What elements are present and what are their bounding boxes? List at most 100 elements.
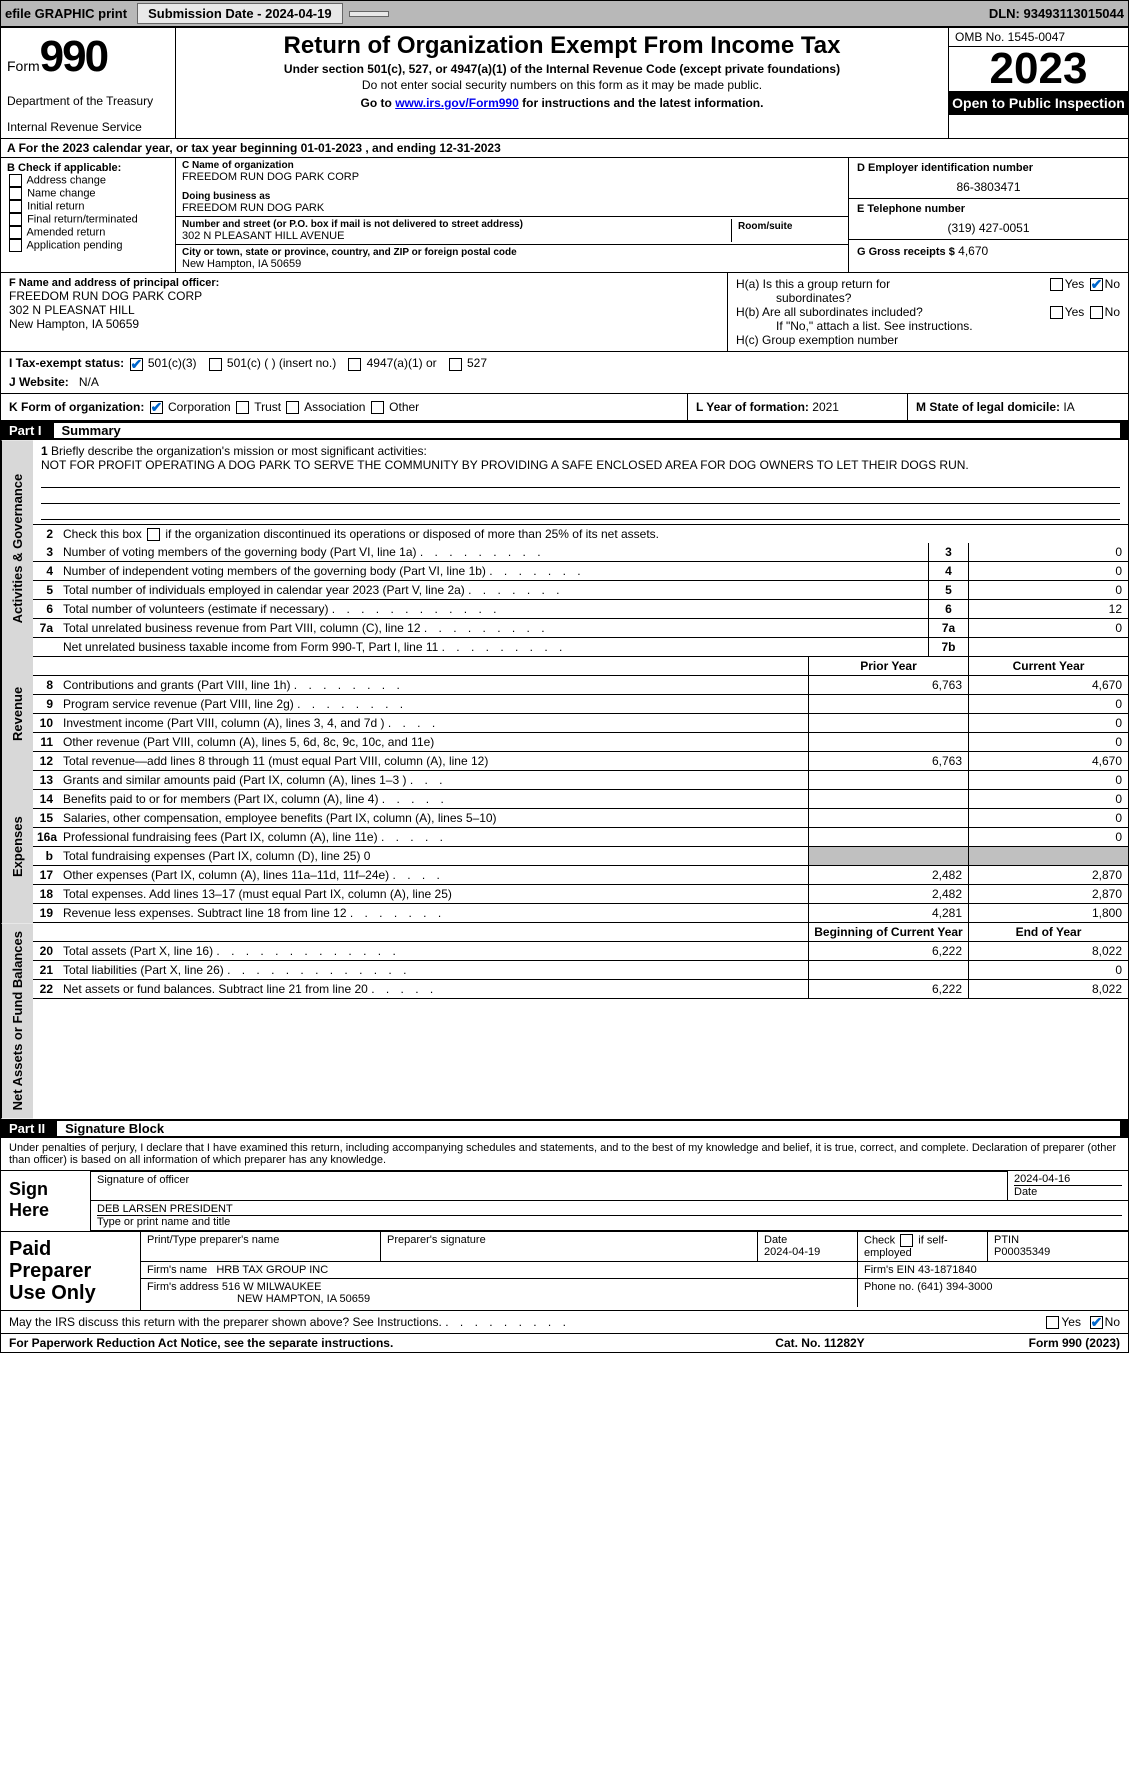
form-title: Return of Organization Exempt From Incom… bbox=[184, 32, 940, 60]
trust-checkbox[interactable] bbox=[236, 401, 249, 414]
year-formation: 2021 bbox=[812, 400, 839, 414]
line19-current: 1,800 bbox=[968, 904, 1128, 922]
entity-info-block: B Check if applicable: Address change Na… bbox=[1, 158, 1128, 273]
catalog-number: Cat. No. 11282Y bbox=[720, 1336, 920, 1350]
end-year-header: End of Year bbox=[968, 923, 1128, 941]
501c3-checkbox[interactable] bbox=[130, 358, 143, 371]
prior-year-header: Prior Year bbox=[808, 657, 968, 675]
submission-date-button[interactable]: Submission Date - 2024-04-19 bbox=[137, 3, 343, 24]
hb-yes-checkbox[interactable] bbox=[1050, 306, 1063, 319]
line22-begin: 6,222 bbox=[808, 980, 968, 998]
website-value: N/A bbox=[79, 375, 99, 389]
line20-end: 8,022 bbox=[968, 942, 1128, 960]
line8-prior: 6,763 bbox=[808, 676, 968, 694]
expenses-block: Expenses 13 Grants and similar amounts p… bbox=[1, 771, 1128, 923]
state-domicile: IA bbox=[1063, 400, 1074, 414]
open-public-badge: Open to Public Inspection bbox=[949, 91, 1128, 115]
period-row: A For the 2023 calendar year, or tax yea… bbox=[1, 139, 1128, 158]
blank-button[interactable] bbox=[349, 11, 389, 17]
form-number: 990 bbox=[40, 32, 107, 81]
check-applicable-col: B Check if applicable: Address change Na… bbox=[1, 158, 176, 272]
self-employed-checkbox[interactable] bbox=[900, 1234, 913, 1247]
ha-no-checkbox[interactable] bbox=[1090, 278, 1103, 291]
paid-preparer-block: Paid Preparer Use Only Print/Type prepar… bbox=[1, 1232, 1128, 1311]
line8-current: 4,670 bbox=[968, 676, 1128, 694]
line15-current: 0 bbox=[968, 809, 1128, 827]
prep-date: 2024-04-19 bbox=[764, 1246, 851, 1258]
527-checkbox[interactable] bbox=[449, 358, 462, 371]
current-year-header: Current Year bbox=[968, 657, 1128, 675]
initial-return-checkbox[interactable] bbox=[9, 200, 22, 213]
line14-prior bbox=[808, 790, 968, 808]
amended-return-checkbox[interactable] bbox=[9, 226, 22, 239]
final-return-checkbox[interactable] bbox=[9, 213, 22, 226]
goto-line: Go to www.irs.gov/Form990 for instructio… bbox=[184, 96, 940, 110]
form-990-container: Form990 Department of the Treasury Inter… bbox=[0, 27, 1129, 1353]
line7b-value bbox=[968, 638, 1128, 656]
discuss-yes-checkbox[interactable] bbox=[1046, 1316, 1059, 1329]
line5-value: 0 bbox=[968, 581, 1128, 599]
efile-label: efile GRAPHIC print bbox=[5, 6, 127, 21]
hb-no-checkbox[interactable] bbox=[1090, 306, 1103, 319]
ein-value: 86-3803471 bbox=[857, 180, 1120, 194]
line21-begin bbox=[808, 961, 968, 979]
line3-value: 0 bbox=[968, 543, 1128, 561]
line4-value: 0 bbox=[968, 562, 1128, 580]
line9-prior bbox=[808, 695, 968, 713]
line13-current: 0 bbox=[968, 771, 1128, 789]
firm-ein: 43-1871840 bbox=[918, 1264, 977, 1276]
corporation-checkbox[interactable] bbox=[150, 401, 163, 414]
line19-prior: 4,281 bbox=[808, 904, 968, 922]
form-subtitle: Under section 501(c), 527, or 4947(a)(1)… bbox=[184, 62, 940, 76]
firm-address-1: 516 W MILWAUKEE bbox=[222, 1281, 322, 1293]
officer-group-row: F Name and address of principal officer:… bbox=[1, 273, 1128, 352]
mission-text: NOT FOR PROFIT OPERATING A DOG PARK TO S… bbox=[41, 458, 969, 472]
line22-end: 8,022 bbox=[968, 980, 1128, 998]
line18-current: 2,870 bbox=[968, 885, 1128, 903]
top-toolbar: efile GRAPHIC print Submission Date - 20… bbox=[0, 0, 1129, 27]
officer-line3: New Hampton, IA 50659 bbox=[9, 317, 719, 331]
officer-line1: FREEDOM RUN DOG PARK CORP bbox=[9, 289, 719, 303]
form-word: Form bbox=[7, 58, 40, 74]
4947-checkbox[interactable] bbox=[348, 358, 361, 371]
line9-current: 0 bbox=[968, 695, 1128, 713]
association-checkbox[interactable] bbox=[286, 401, 299, 414]
501c-checkbox[interactable] bbox=[209, 358, 222, 371]
side-expenses: Expenses bbox=[1, 771, 33, 923]
revenue-block: Revenue Prior Year Current Year 8 Contri… bbox=[1, 657, 1128, 771]
discuss-no-checkbox[interactable] bbox=[1090, 1316, 1103, 1329]
org-name: FREEDOM RUN DOG PARK CORP bbox=[182, 171, 842, 183]
line10-current: 0 bbox=[968, 714, 1128, 732]
discuss-row: May the IRS discuss this return with the… bbox=[1, 1311, 1128, 1334]
city-state-zip: New Hampton, IA 50659 bbox=[182, 258, 842, 270]
line20-begin: 6,222 bbox=[808, 942, 968, 960]
line12-prior: 6,763 bbox=[808, 752, 968, 770]
penalty-statement: Under penalties of perjury, I declare th… bbox=[1, 1138, 1128, 1171]
line12-current: 4,670 bbox=[968, 752, 1128, 770]
discontinued-checkbox[interactable] bbox=[147, 528, 160, 541]
application-pending-checkbox[interactable] bbox=[9, 239, 22, 252]
form-header: Form990 Department of the Treasury Inter… bbox=[1, 28, 1128, 139]
name-change-checkbox[interactable] bbox=[9, 187, 22, 200]
line13-prior bbox=[808, 771, 968, 789]
other-checkbox[interactable] bbox=[371, 401, 384, 414]
beginning-year-header: Beginning of Current Year bbox=[808, 923, 968, 941]
tax-year: 2023 bbox=[949, 47, 1128, 91]
address-change-checkbox[interactable] bbox=[9, 174, 22, 187]
irs-link[interactable]: www.irs.gov/Form990 bbox=[395, 96, 519, 110]
line21-end: 0 bbox=[968, 961, 1128, 979]
org-form-row: K Form of organization: Corporation Trus… bbox=[1, 394, 1128, 421]
line10-prior bbox=[808, 714, 968, 732]
tax-status-row: I Tax-exempt status: 501(c)(3) 501(c) ( … bbox=[1, 352, 1128, 393]
line16b-current-shaded bbox=[968, 847, 1128, 865]
irs-label: Internal Revenue Service bbox=[7, 120, 169, 134]
gross-receipts-value: 4,670 bbox=[958, 244, 988, 258]
line7a-value: 0 bbox=[968, 619, 1128, 637]
officer-name-title: DEB LARSEN PRESIDENT bbox=[97, 1203, 1122, 1215]
line16b-prior-shaded bbox=[808, 847, 968, 865]
ssn-note: Do not enter social security numbers on … bbox=[184, 78, 940, 92]
street-address: 302 N PLEASANT HILL AVENUE bbox=[182, 230, 731, 242]
ptin-value: P00035349 bbox=[994, 1246, 1122, 1258]
ha-yes-checkbox[interactable] bbox=[1050, 278, 1063, 291]
line14-current: 0 bbox=[968, 790, 1128, 808]
